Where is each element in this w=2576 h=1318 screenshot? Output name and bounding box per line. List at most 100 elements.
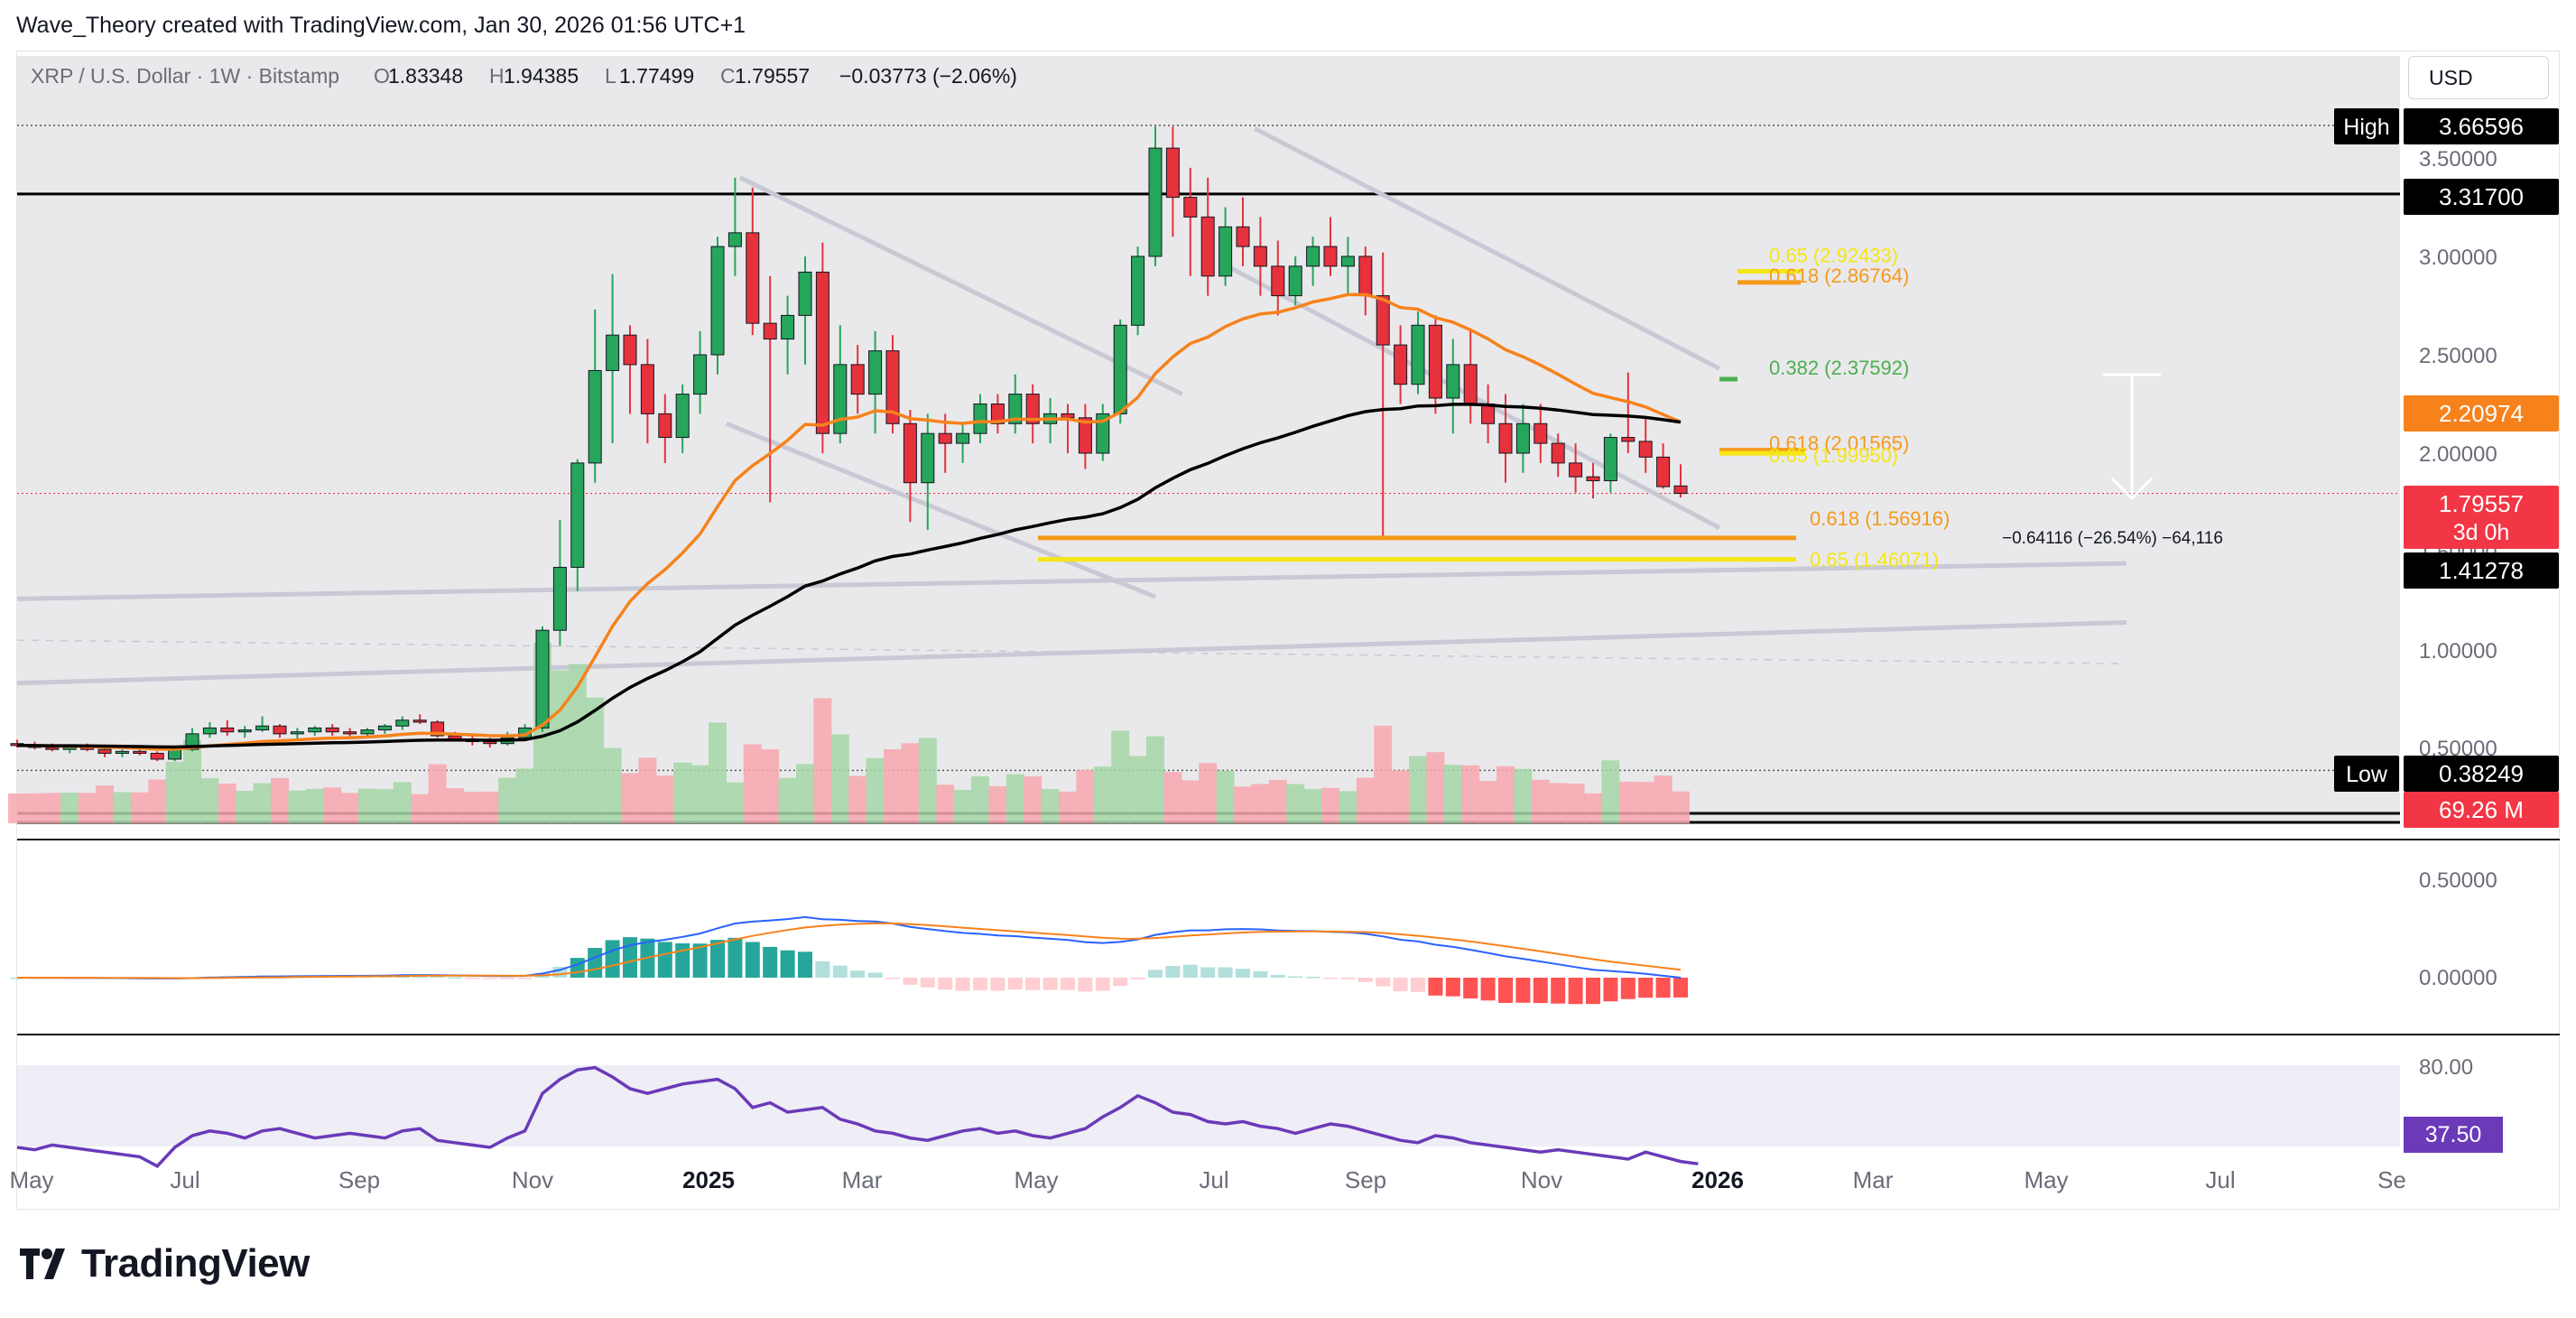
candle-body <box>115 750 129 754</box>
candle-body <box>1183 197 1198 218</box>
volume-bar <box>1654 775 1673 823</box>
macd-histogram-bar <box>675 942 690 978</box>
candle-body <box>973 404 987 434</box>
volume-bar <box>1339 791 1357 823</box>
volume-bar <box>42 793 61 823</box>
candle-body <box>308 727 322 733</box>
time-axis-label: Nov <box>512 1166 553 1193</box>
price-tag <box>2404 108 2559 144</box>
volume-bar <box>638 757 657 823</box>
macd-histogram-bar <box>1515 978 1531 1003</box>
macd-line <box>16 915 1682 979</box>
price-tag <box>2404 486 2559 549</box>
volume-bar <box>271 778 289 823</box>
volume-bar <box>778 777 797 823</box>
macd-histogram-bar <box>1253 970 1268 978</box>
candle-body <box>1673 485 1688 495</box>
currency-button[interactable]: USD <box>2408 56 2549 99</box>
candle-body <box>885 350 900 424</box>
volume-bar <box>1566 784 1585 823</box>
rsi-value-tag <box>2404 1117 2503 1153</box>
candle-body <box>1219 226 1233 277</box>
volume-bar <box>148 779 167 823</box>
candle-body <box>746 232 760 324</box>
volume-bar <box>1584 793 1602 823</box>
price-scale-label: 2.50000 <box>2419 344 2497 368</box>
candle-body <box>1113 324 1127 414</box>
volume-bar <box>340 793 359 823</box>
candle-body <box>727 232 742 247</box>
macd-histogram-bar <box>1305 977 1320 979</box>
macd-histogram-bar <box>815 961 830 978</box>
volume-bar <box>901 743 920 823</box>
volume-bar <box>1356 777 1375 823</box>
tradingview-logo: TradingView <box>20 1241 310 1286</box>
volume-bar <box>690 765 709 823</box>
candle-body <box>1288 265 1302 297</box>
candle-body <box>1656 456 1671 487</box>
volume-bar <box>446 788 464 823</box>
volume-bar <box>1216 770 1235 823</box>
volume-bar <box>1601 760 1620 823</box>
volume-bar <box>866 757 885 823</box>
volume-bar <box>428 764 447 823</box>
candle-body <box>1463 364 1478 404</box>
candle-body <box>623 334 637 366</box>
macd-histogram-bar <box>1236 969 1250 978</box>
candle-body <box>220 727 235 733</box>
macd-histogram-bar <box>1603 978 1618 1002</box>
volume-bar <box>568 664 587 823</box>
price-tag-value: 1.79557 <box>2439 490 2524 517</box>
candle-body <box>606 334 620 371</box>
candle-body <box>815 271 829 434</box>
candle-body <box>202 727 217 735</box>
candle-body <box>658 413 672 439</box>
macd-histogram-bar <box>763 946 778 978</box>
candle-body <box>1376 295 1390 346</box>
candle-body <box>781 314 795 340</box>
volume-bar <box>1005 774 1024 823</box>
candle-body <box>1446 364 1460 399</box>
volume-bar <box>1076 769 1095 823</box>
macd-histogram-bar <box>517 978 533 979</box>
volume-bar <box>1286 784 1305 823</box>
volume-bar <box>1426 752 1445 823</box>
macd-histogram-bar <box>1638 978 1654 998</box>
volume-bar <box>1181 780 1200 823</box>
volume-bar <box>1199 763 1218 823</box>
macd-histogram-bar <box>1007 978 1023 990</box>
volume-bar <box>726 782 745 823</box>
candle-body <box>412 719 427 723</box>
price-tag-title-box <box>2334 756 2399 792</box>
time-axis-label: 2026 <box>1691 1166 1744 1193</box>
measure-arrow-head <box>2110 477 2154 501</box>
fib-level-label: 0.618 (2.86764) <box>1769 265 1909 287</box>
candle-body <box>1131 255 1145 326</box>
candle-body <box>1621 437 1635 442</box>
ohlc-value: 1.77499 <box>619 64 694 88</box>
volume-bar <box>830 734 849 823</box>
price-tag-value: 3.66596 <box>2439 113 2524 140</box>
candle-body <box>1340 255 1355 267</box>
fib-level-label: 0.618 (1.56916) <box>1810 507 1950 530</box>
price-tag-title: High <box>2343 115 2389 140</box>
volume-bar <box>1234 786 1252 823</box>
volume-bar <box>918 738 937 823</box>
macd-histogram-bar <box>1480 978 1496 1001</box>
candle-body <box>395 719 410 727</box>
candle-body <box>1200 216 1215 277</box>
candle-body <box>1428 324 1442 399</box>
rsi-value: 37.50 <box>2425 1122 2482 1147</box>
time-axis-label: Sep <box>338 1166 380 1193</box>
candle-body <box>1008 394 1023 424</box>
macd-signal-line <box>17 922 1682 979</box>
candle-body <box>1638 441 1653 458</box>
ohlc-value: 1.79557 <box>735 64 810 88</box>
candle-body <box>325 727 339 733</box>
candle-body <box>1394 344 1408 385</box>
brand-name: TradingView <box>81 1241 310 1286</box>
macd-histogram-bar <box>1551 978 1566 1004</box>
candle-body <box>1078 417 1092 454</box>
volume-bar <box>813 698 832 823</box>
